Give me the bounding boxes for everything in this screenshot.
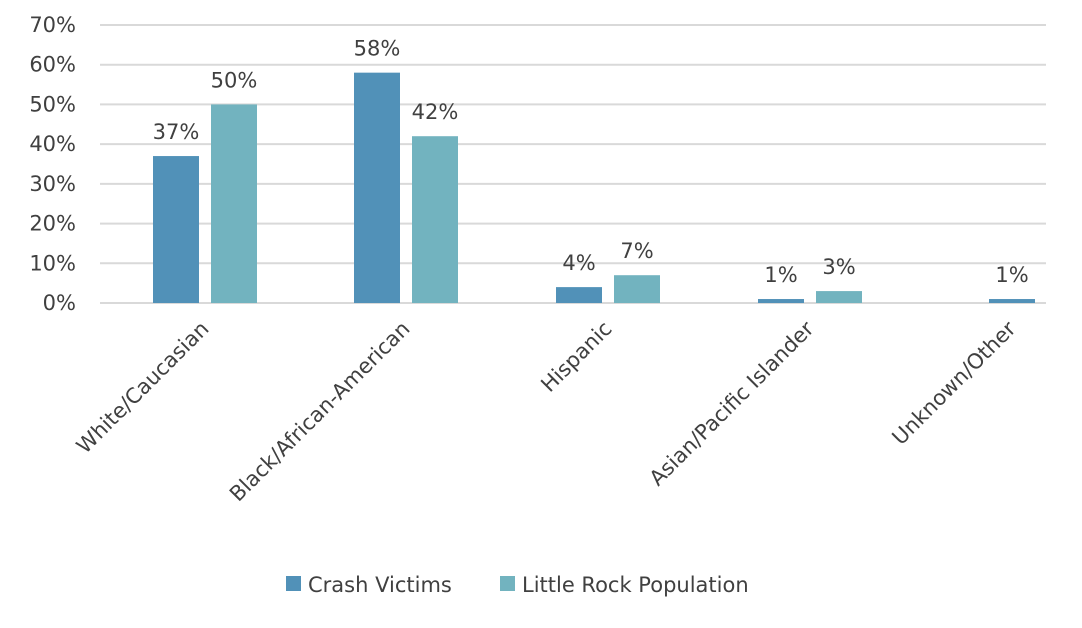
data-label: 4% xyxy=(562,251,595,275)
data-label: 3% xyxy=(822,255,855,279)
data-label: 1% xyxy=(764,263,797,287)
gridlines xyxy=(100,24,1046,304)
bar-crash-victims xyxy=(758,299,804,303)
data-label: 42% xyxy=(412,100,459,124)
bars xyxy=(153,72,1035,304)
bar-crash-victims xyxy=(153,156,199,303)
legend: Crash Victims Little Rock Population xyxy=(286,573,749,597)
y-tick-label: 70% xyxy=(29,13,76,37)
legend-label: Little Rock Population xyxy=(522,573,749,597)
bar-little-rock-population xyxy=(412,136,458,303)
bar-little-rock-population xyxy=(816,291,862,303)
legend-label: Crash Victims xyxy=(308,573,452,597)
x-category-label: Hispanic xyxy=(536,317,616,397)
y-tick-label: 50% xyxy=(29,92,76,116)
x-category-label: Unknown/Other xyxy=(887,316,1020,449)
data-labels: 37% 50% 58% 42% 4% 7% 1% 3% 1% xyxy=(153,37,1029,287)
data-label: 7% xyxy=(620,239,653,263)
legend-swatch xyxy=(286,576,301,591)
data-label: 37% xyxy=(153,120,200,144)
x-category-label: Black/African-American xyxy=(225,317,415,507)
legend-swatch xyxy=(500,576,515,591)
x-category-label: White/Caucasian xyxy=(72,317,214,459)
y-tick-label: 40% xyxy=(29,132,76,156)
y-tick-label: 60% xyxy=(29,53,76,77)
data-label: 1% xyxy=(995,263,1028,287)
y-tick-label: 10% xyxy=(29,251,76,275)
y-tick-label: 0% xyxy=(43,291,76,315)
bar-crash-victims xyxy=(989,299,1035,303)
bar-little-rock-population xyxy=(614,275,660,303)
bar-crash-victims xyxy=(556,287,602,303)
bar-little-rock-population xyxy=(211,104,257,303)
y-tick-label: 30% xyxy=(29,172,76,196)
y-axis-ticks: 0% 10% 20% 30% 40% 50% 60% 70% xyxy=(29,13,76,315)
data-label: 50% xyxy=(211,68,258,92)
data-label: 58% xyxy=(354,37,401,61)
y-tick-label: 20% xyxy=(29,212,76,236)
bar-crash-victims xyxy=(354,72,400,304)
x-axis-categories: White/Caucasian Black/African-American His… xyxy=(72,316,1021,506)
x-category-label: Asian/Pacific Islander xyxy=(645,316,819,490)
